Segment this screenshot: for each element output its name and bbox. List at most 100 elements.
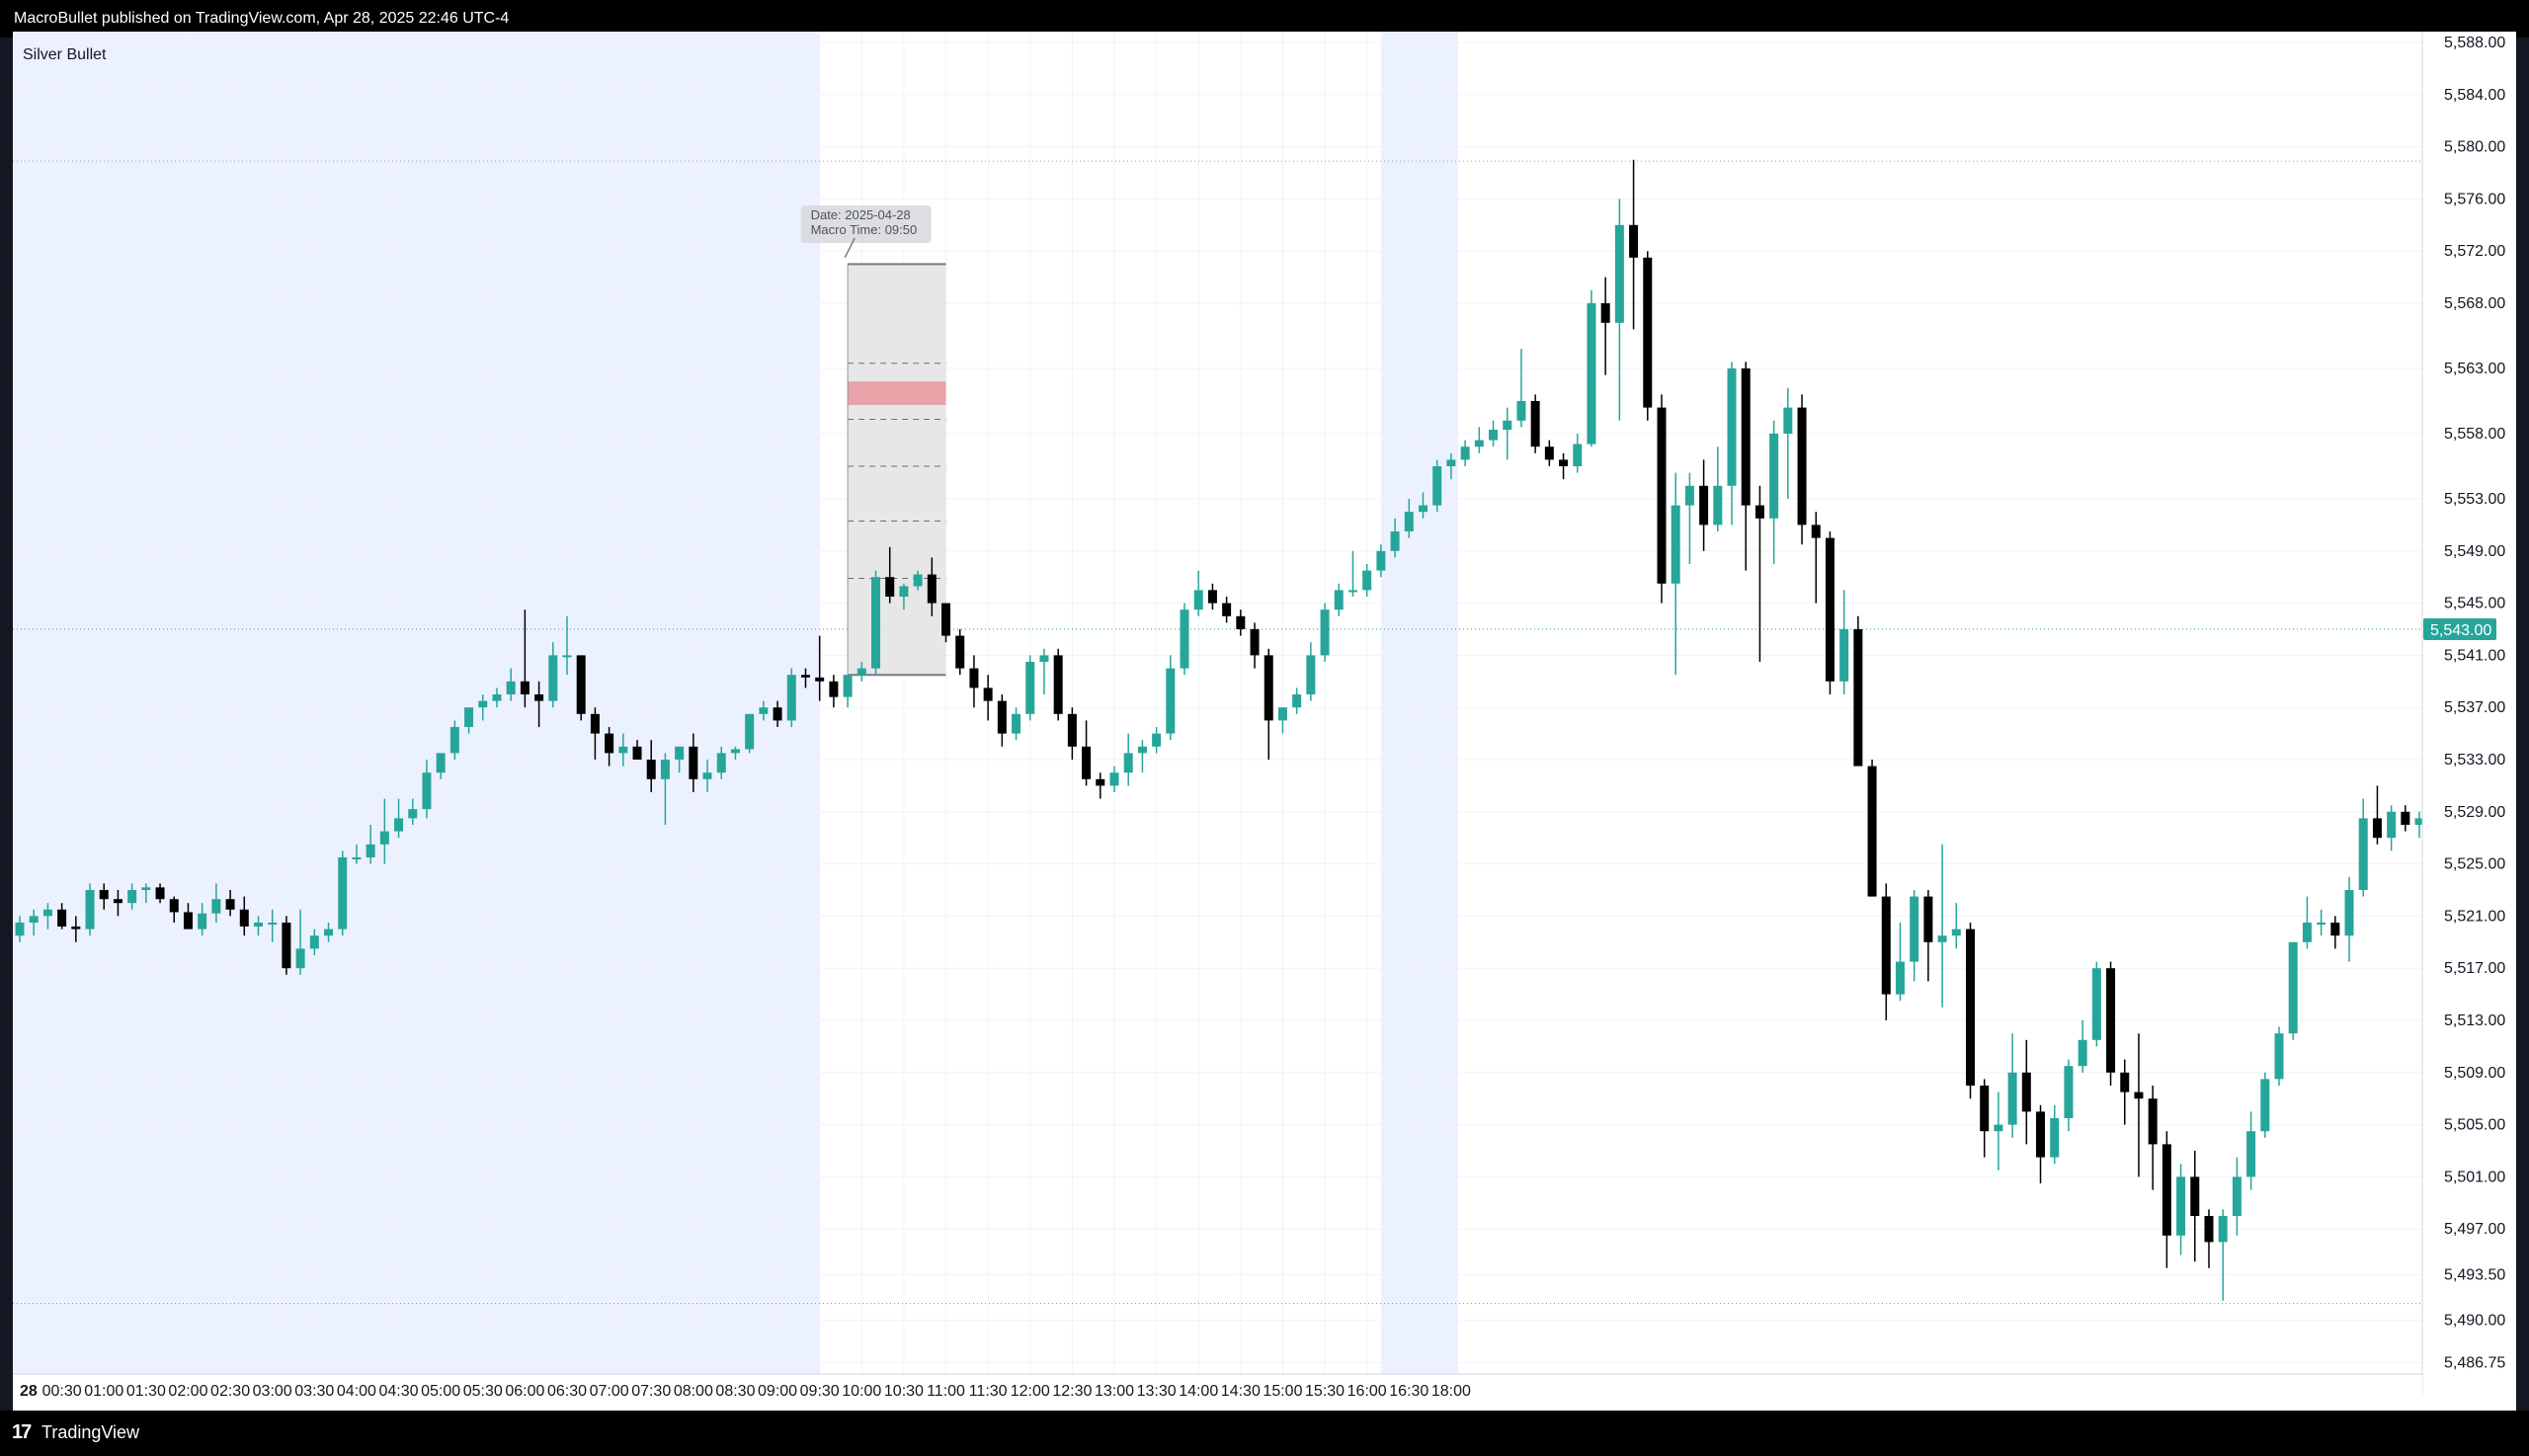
candle [295, 909, 305, 975]
candle [1390, 518, 1400, 558]
candle [1347, 550, 1357, 597]
candle-body [1573, 444, 1583, 466]
last-price-tag [2423, 618, 2496, 640]
candle-body [1012, 713, 1021, 734]
candle-body [1320, 609, 1330, 656]
candle [422, 760, 432, 819]
y-tick-label: 5,533.00 [2444, 752, 2505, 768]
candle [2134, 1033, 2144, 1177]
annotation-label-bg [800, 205, 932, 243]
time-axis [13, 1374, 2422, 1411]
candle [1671, 472, 1680, 676]
candle [1166, 655, 1176, 741]
candle [282, 916, 291, 975]
candle [169, 896, 179, 923]
candle [1600, 277, 1610, 375]
candle-body [1109, 772, 1119, 786]
candle [1937, 844, 1947, 1008]
x-tick-label: 16:00 [1347, 1383, 1387, 1400]
candle-body [2358, 818, 2368, 890]
candle [379, 798, 389, 864]
candle [1489, 420, 1499, 447]
candle [141, 883, 151, 904]
y-tick-label: 5,501.00 [2444, 1169, 2505, 1185]
x-tick-label: 14:00 [1179, 1383, 1218, 1400]
candle [1404, 499, 1414, 538]
candle-body [1236, 615, 1246, 629]
candle-body [730, 749, 740, 754]
candle-body [211, 899, 221, 914]
chart-title: Silver Bullet [23, 46, 107, 63]
y-tick-label: 5,509.00 [2444, 1065, 2505, 1082]
candle [1825, 531, 1835, 694]
candle [829, 675, 839, 708]
candle-body [71, 926, 81, 930]
candle-body [2007, 1072, 2017, 1125]
y-tick-label: 5,505.00 [2444, 1117, 2505, 1134]
candle [913, 570, 923, 591]
candle [1516, 349, 1526, 428]
candle [1783, 387, 1793, 499]
candle [71, 916, 81, 942]
candle [2358, 798, 2368, 897]
candle [1895, 923, 1905, 1002]
candle-body [1053, 655, 1063, 714]
candle-body [2317, 923, 2326, 925]
candle-body [2232, 1176, 2242, 1216]
candle [1754, 485, 1764, 662]
candle-body [1530, 401, 1540, 447]
candle-body [338, 857, 348, 930]
candle-body [800, 675, 810, 678]
candle [1362, 564, 1372, 597]
candle [2344, 876, 2354, 962]
candle [2260, 1072, 2270, 1138]
candle [2007, 1033, 2017, 1138]
candle [2078, 1020, 2087, 1073]
candle [2401, 805, 2410, 832]
x-tick-label: 11:30 [969, 1383, 1008, 1400]
x-tick-label: 05:30 [463, 1383, 503, 1400]
candle [1460, 440, 1470, 466]
candle-body [1250, 629, 1260, 656]
y-tick-label: 5,549.00 [2444, 543, 2505, 560]
x-tick-label: 04:30 [379, 1383, 419, 1400]
candle-body [15, 923, 25, 936]
candle [1012, 707, 1021, 741]
tradingview-logo-icon[interactable]: 17 [12, 1421, 32, 1443]
candle [1419, 492, 1428, 519]
candle [1207, 583, 1217, 610]
x-tick-label: 07:30 [631, 1383, 671, 1400]
candle [198, 903, 207, 936]
annotation-line-1: Date: 2025-04-28 [811, 207, 911, 222]
candle [29, 909, 39, 936]
candle-body [1965, 929, 1975, 1086]
candle-body [198, 913, 207, 930]
candle-body [42, 909, 52, 917]
candle [1503, 407, 1512, 460]
y-tick-label: 5,490.00 [2444, 1313, 2505, 1330]
candle [1811, 512, 1821, 604]
candle [899, 583, 909, 610]
brand-name[interactable]: TradingView [41, 1422, 140, 1442]
candle-body [1643, 257, 1653, 408]
y-tick-label: 5,525.00 [2444, 856, 2505, 873]
candle-body [2120, 1072, 2130, 1092]
candle [997, 694, 1007, 747]
candle-body [1489, 430, 1499, 441]
candle-body [1362, 570, 1372, 591]
x-tick-label: 00:30 [42, 1383, 82, 1400]
macro-time-box [848, 264, 946, 676]
candle [843, 675, 853, 708]
chart-panel[interactable]: Date: 2025-04-28 Macro Time: 09:50 Silver … [13, 32, 2516, 1411]
y-tick-label: 5,529.00 [2444, 804, 2505, 821]
candle-body [1684, 485, 1694, 506]
candle-body [1699, 485, 1709, 526]
candle [730, 746, 740, 760]
y-tick-label: 5,563.00 [2444, 361, 2505, 377]
candle-body [1910, 896, 1919, 962]
candle [2288, 941, 2298, 1040]
candle-body [57, 909, 67, 927]
x-tick-label: 05:00 [421, 1383, 460, 1400]
candle-body [2106, 968, 2116, 1073]
